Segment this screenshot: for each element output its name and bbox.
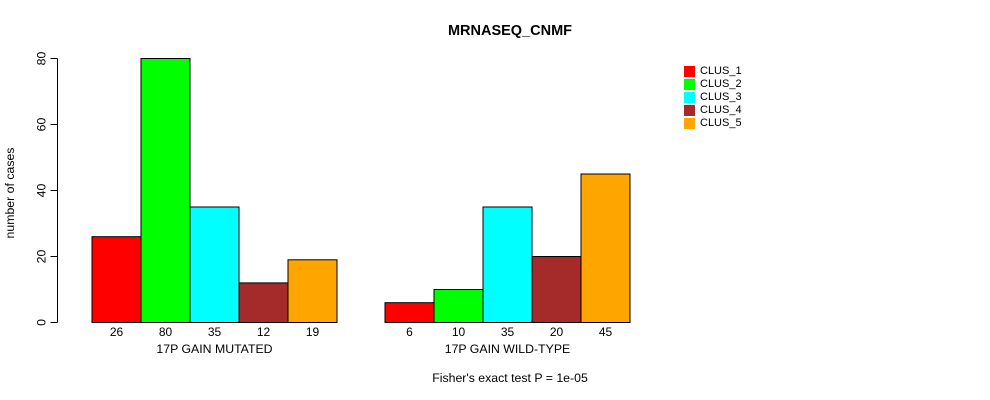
bar-clus_1-group1 <box>91 236 142 323</box>
y-tick-label: 0 <box>34 319 48 326</box>
bar-value-label: 12 <box>257 325 271 339</box>
y-tick-label: 60 <box>34 118 48 132</box>
legend-item-clus_1: CLUS_1 <box>684 66 742 77</box>
legend-item-clus_3: CLUS_3 <box>684 92 742 103</box>
legend-item-clus_5: CLUS_5 <box>684 118 742 129</box>
legend-item-clus_4: CLUS_4 <box>684 105 742 116</box>
legend: CLUS_1 CLUS_2 CLUS_3 CLUS_4 CLUS_5 <box>684 66 742 129</box>
y-tick-label: 40 <box>34 184 48 198</box>
legend-label: CLUS_4 <box>700 104 742 116</box>
bar-clus_4-group2 <box>531 256 582 323</box>
bar-clus_2-group2 <box>433 289 484 323</box>
caption-text: Fisher's exact test P = 1e-05 <box>432 371 588 385</box>
bar-value-label: 45 <box>599 325 613 339</box>
legend-label: CLUS_2 <box>700 78 742 90</box>
legend-swatch-clus_5 <box>684 118 695 129</box>
bar-clus_1-group2 <box>384 302 435 324</box>
legend-swatch-clus_4 <box>684 105 695 116</box>
chart-title: MRNASEQ_CNMF <box>447 23 573 39</box>
legend-swatch-clus_2 <box>684 79 695 90</box>
bar-clus_3-group2 <box>482 206 533 323</box>
bar-value-label: 6 <box>406 325 413 339</box>
legend-swatch-clus_3 <box>684 92 695 103</box>
legend-label: CLUS_5 <box>700 117 742 129</box>
bar-clus_2-group1 <box>140 58 191 323</box>
y-tick-label: 20 <box>34 250 48 264</box>
legend-label: CLUS_1 <box>700 65 742 77</box>
group-label-2: 17P GAIN WILD-TYPE <box>445 342 571 356</box>
bar-clus_5-group1 <box>287 259 338 323</box>
bar-value-label: 20 <box>550 325 564 339</box>
bar-value-label: 19 <box>306 325 320 339</box>
bar-value-label: 35 <box>208 325 222 339</box>
bar-clus_4-group1 <box>238 282 289 323</box>
bar-clus_3-group1 <box>189 206 240 323</box>
bar-value-label: 35 <box>501 325 515 339</box>
legend-item-clus_2: CLUS_2 <box>684 79 742 90</box>
group-label-1: 17P GAIN MUTATED <box>156 342 272 356</box>
y-tick-label: 80 <box>34 52 48 66</box>
bar-value-label: 10 <box>452 325 466 339</box>
bar-clus_5-group2 <box>580 173 631 323</box>
legend-label: CLUS_3 <box>700 91 742 103</box>
legend-swatch-clus_1 <box>684 66 695 77</box>
bar-value-label: 26 <box>110 325 124 339</box>
bar-value-label: 80 <box>159 325 173 339</box>
